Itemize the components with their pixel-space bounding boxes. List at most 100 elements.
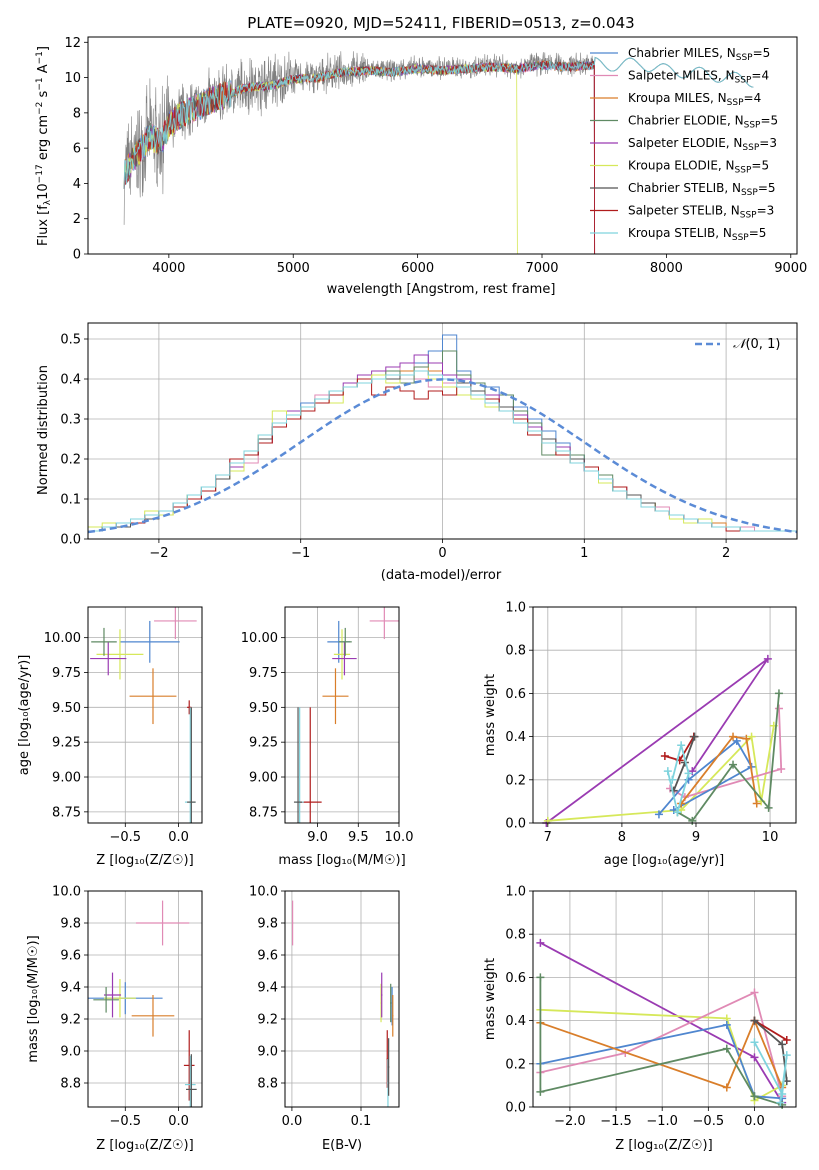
x-axis-label: mass [log₁₀(M/M☉)] [278,853,405,868]
y-tick-label: 0.6 [505,971,526,986]
x-tick-label: 4000 [152,261,185,276]
x-axis-label: Z [log₁₀(Z/Z☉)] [96,1138,193,1153]
chart-title: PLATE=0920, MJD=52411, FIBERID=0513, z=0… [247,14,634,32]
weight-point [722,1020,731,1029]
legend-label: Kroupa MILES, NSSP=4 [628,91,761,108]
weight-line [540,991,784,1097]
weight-point [729,732,738,741]
legend-label: Kroupa STELIB, NSSP=5 [628,226,766,243]
y-tick-label: 0.8 [505,928,526,943]
y-tick-label: 9.00 [249,771,278,786]
y-tick-label: 1.0 [505,601,526,616]
gaussian-curve [87,378,798,534]
x-tick-label: −1.5 [600,1114,632,1129]
weight-line [680,735,758,805]
weight-line [754,1019,788,1041]
weight-point [536,938,545,947]
y-tick-label: 8.8 [257,1077,278,1092]
y-tick-label: 4 [73,177,81,192]
y-tick-label: 0.2 [60,453,81,468]
y-axis-label: mass [log₁₀(M/M☉)] [26,935,41,1062]
weight-vs-z-panel: −2.0 −1.5 −1.0 −0.5 0.0 0.0 0.2 0.4 0.6 0.8 1.0 Z … [483,885,797,1153]
axes-frame [87,36,798,255]
weight-point [536,973,545,982]
x-tick-label: 9 [692,830,700,845]
spectrum-legend: Chabrier MILES, NSSP=5 Salpeter MILES, NS… [590,46,778,243]
x-tick-label: −0.5 [693,1114,725,1129]
y-tick-label: 0.4 [60,373,81,388]
weight-point [774,689,783,698]
x-tick-label: 7 [544,830,552,845]
x-tick-label: 0.0 [282,1114,303,1129]
weight-line [540,1023,783,1100]
y-tick-label: 10 [64,71,81,86]
y-tick-label: 1.0 [505,885,526,900]
errorbar-group [90,607,197,823]
y-axis-label: Normed distribution [36,365,51,495]
x-tick-label: 10.0 [385,830,414,845]
axes-frame [532,890,797,1108]
x-tick-label: 0.0 [744,1114,765,1129]
x-axis-label: E(B-V) [322,1138,362,1153]
weight-point [777,765,786,773]
weight-point [747,732,756,741]
legend-label: Kroupa ELODIE, NSSP=5 [628,159,769,176]
weight-point [722,1044,731,1053]
axes-frame [284,890,400,1108]
x-tick-label: 0 [438,546,446,561]
weight-point [729,760,738,769]
axes-frame [284,606,400,824]
weight-point [690,732,699,741]
y-axis-label: mass weight [483,958,498,1040]
weight-point [536,1087,545,1096]
gaussian-legend: 𝒩(0, 1) [695,337,780,352]
residual-histogram-panel: −2 −1 0 1 2 0.0 0.1 0.2 0.3 0.4 0.5 (data-model)/e… [36,322,798,583]
weight-point [774,704,783,713]
y-tick-label: 0 [73,248,81,263]
legend-label: Chabrier MILES, NSSP=5 [628,46,770,63]
y-tick-label: 9.8 [257,917,278,932]
weight-point [663,767,672,776]
y-tick-label: 0.6 [505,687,526,702]
weight-point [782,1051,791,1060]
y-tick-label: 0.8 [505,644,526,659]
weight-point [750,1092,759,1101]
x-tick-label: 9000 [774,261,807,276]
y-tick-label: 0.4 [505,730,526,745]
y-tick-label: 8.75 [52,805,81,820]
legend-label: Chabrier STELIB, NSSP=5 [628,181,776,198]
y-tick-label: 9.8 [60,917,81,932]
weight-point [782,1036,791,1045]
y-tick-label: 10.00 [44,631,81,646]
axes-frame [87,890,203,1108]
weight-vs-age-panel: 7 8 9 10 0.0 0.2 0.4 0.6 0.8 1.0 age [log₁₀(age/y… [483,601,797,868]
errorbar-group [88,900,197,1107]
y-tick-label: 0.0 [60,533,81,548]
weight-line [540,1018,784,1089]
x-tick-label: 0.1 [351,1114,372,1129]
y-tick-label: 0.5 [60,333,81,348]
y-tick-label: 2 [73,212,81,227]
x-tick-label: −0.5 [110,1114,142,1129]
x-tick-label: −0.5 [110,830,142,845]
model-spectrum-line [123,56,754,189]
x-tick-label: 8 [618,830,626,845]
weight-line [753,1041,788,1103]
x-tick-label: −1.0 [646,1114,678,1129]
x-tick-label: 0.0 [168,1114,189,1129]
y-tick-label: 0.1 [60,493,81,508]
y-tick-label: 9.2 [60,1013,81,1028]
y-tick-label: 9.75 [249,666,278,681]
y-tick-label: 8.75 [249,805,278,820]
axes-frame [87,606,203,824]
legend-label: Chabrier ELODIE, NSSP=5 [628,114,778,131]
legend-label: Salpeter STELIB, NSSP=3 [628,204,774,221]
weight-point [750,1016,759,1025]
weight-point [763,654,772,663]
weight-point [750,1053,759,1062]
y-tick-label: 0.3 [60,413,81,428]
y-tick-label: 9.25 [249,736,278,751]
axes-frame [532,606,797,824]
weight-point [778,1040,787,1049]
